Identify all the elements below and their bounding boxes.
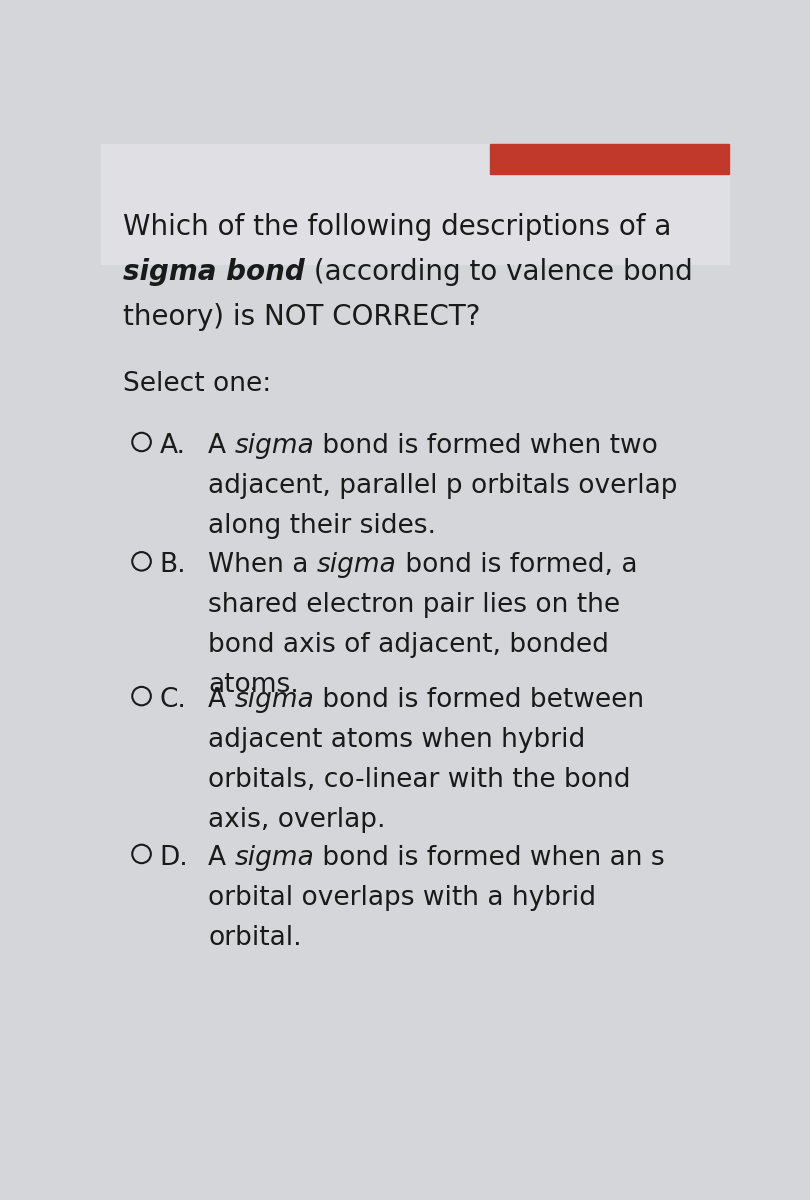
Text: A: A bbox=[208, 433, 235, 458]
Text: atoms.: atoms. bbox=[208, 672, 299, 698]
Text: adjacent atoms when hybrid: adjacent atoms when hybrid bbox=[208, 727, 586, 752]
Text: C.: C. bbox=[160, 686, 186, 713]
Text: axis, overlap.: axis, overlap. bbox=[208, 806, 386, 833]
Text: Which of the following descriptions of a: Which of the following descriptions of a bbox=[123, 214, 671, 241]
Text: B.: B. bbox=[160, 552, 186, 578]
Text: along their sides.: along their sides. bbox=[208, 512, 437, 539]
Text: Select one:: Select one: bbox=[123, 371, 271, 397]
Text: sigma: sigma bbox=[235, 433, 314, 458]
Text: sigma: sigma bbox=[235, 845, 314, 871]
Text: orbital overlaps with a hybrid: orbital overlaps with a hybrid bbox=[208, 884, 596, 911]
Text: bond is formed when two: bond is formed when two bbox=[314, 433, 659, 458]
Text: D.: D. bbox=[160, 845, 188, 871]
Text: sigma: sigma bbox=[317, 552, 397, 578]
Text: bond is formed between: bond is formed between bbox=[314, 686, 645, 713]
Text: theory) is NOT CORRECT?: theory) is NOT CORRECT? bbox=[123, 302, 480, 331]
Bar bbox=[101, 144, 729, 264]
Text: adjacent, parallel p orbitals overlap: adjacent, parallel p orbitals overlap bbox=[208, 473, 678, 499]
Text: orbital.: orbital. bbox=[208, 925, 302, 950]
Text: A: A bbox=[208, 845, 235, 871]
Text: shared electron pair lies on the: shared electron pair lies on the bbox=[208, 592, 620, 618]
Text: A.: A. bbox=[160, 433, 185, 458]
Bar bbox=[490, 144, 729, 174]
Text: bond is formed, a: bond is formed, a bbox=[397, 552, 637, 578]
Text: bond axis of adjacent, bonded: bond axis of adjacent, bonded bbox=[208, 632, 609, 658]
Text: A: A bbox=[208, 686, 235, 713]
Text: sigma: sigma bbox=[235, 686, 314, 713]
Text: When a: When a bbox=[208, 552, 317, 578]
Text: sigma bond: sigma bond bbox=[123, 258, 305, 286]
Text: bond is formed when an s: bond is formed when an s bbox=[314, 845, 665, 871]
Text: (according to valence bond: (according to valence bond bbox=[305, 258, 693, 286]
Text: orbitals, co-linear with the bond: orbitals, co-linear with the bond bbox=[208, 767, 631, 793]
